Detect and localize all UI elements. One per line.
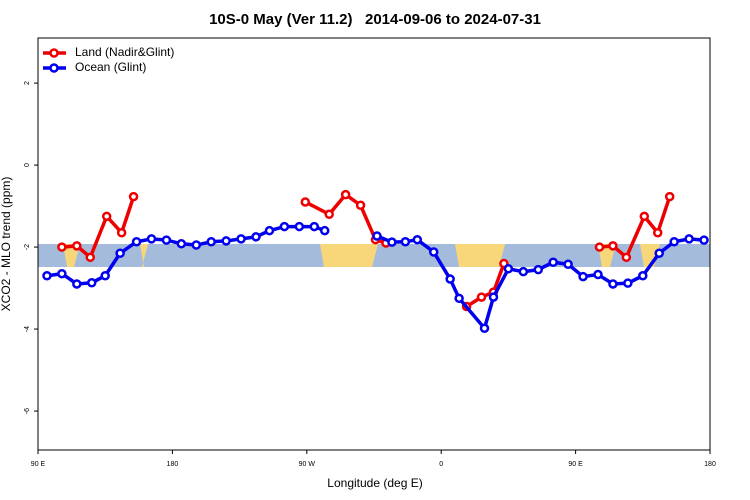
data-point — [319, 225, 330, 236]
data-point — [57, 242, 67, 252]
data-point — [548, 257, 558, 267]
data-point — [131, 236, 142, 247]
legend-label: Ocean (Glint) — [75, 60, 146, 74]
data-point — [42, 271, 52, 281]
y-axis-label: XCO2 - MLO trend (ppm) — [0, 177, 13, 312]
y-tick-label: -4 — [24, 326, 31, 332]
x-tick-label: 180 — [704, 461, 716, 468]
x-tick-label: 0 — [439, 461, 443, 468]
data-point — [57, 268, 67, 279]
data-point — [518, 266, 529, 277]
data-point — [563, 259, 573, 270]
x-tick-label: 90 W — [299, 461, 316, 468]
data-point — [309, 221, 320, 232]
legend-marker — [49, 48, 59, 58]
data-point — [387, 237, 397, 247]
data-point — [623, 278, 633, 288]
data-point — [128, 191, 139, 202]
data-point — [638, 271, 648, 281]
data-point — [652, 227, 663, 238]
data-point — [116, 227, 127, 238]
data-point — [100, 271, 110, 281]
data-point — [85, 252, 96, 263]
land-patch — [320, 244, 378, 267]
data-point — [476, 292, 487, 302]
data-point — [639, 211, 650, 222]
land-patch — [455, 244, 505, 267]
data-point — [654, 248, 664, 258]
land-patch — [140, 244, 148, 267]
data-point — [101, 211, 112, 222]
y-tick-label: -6 — [24, 408, 31, 414]
data-point — [264, 225, 275, 236]
y-tick-label: 2 — [24, 81, 31, 85]
data-point — [340, 189, 351, 200]
data-point — [355, 200, 366, 211]
data-point — [684, 234, 694, 244]
x-tick-label: 180 — [167, 461, 179, 468]
data-point — [87, 277, 97, 288]
data-point — [488, 292, 499, 302]
data-point — [533, 264, 544, 275]
y-tick-label: -2 — [24, 244, 31, 250]
data-point — [161, 235, 172, 245]
data-point — [176, 239, 187, 249]
legend-marker — [49, 63, 59, 73]
series-line — [61, 192, 672, 308]
data-point — [664, 191, 675, 202]
legend-label: Land (Nadir&Glint) — [75, 45, 174, 59]
data-point — [279, 221, 290, 232]
data-point — [412, 234, 423, 245]
x-axis-label: Longitude (deg E) — [327, 476, 422, 490]
data-point — [294, 221, 305, 232]
data-point — [72, 241, 82, 251]
data-point — [578, 271, 588, 282]
data-point — [503, 264, 514, 274]
data-point — [251, 232, 261, 242]
data-point — [454, 293, 464, 304]
plot-frame — [37, 37, 711, 451]
data-point — [206, 236, 216, 247]
data-point — [115, 248, 125, 258]
data-point — [479, 323, 490, 333]
x-tick-label: 90 E — [568, 461, 583, 468]
data-point — [428, 247, 439, 257]
data-point — [372, 231, 382, 241]
data-point — [608, 279, 618, 289]
data-point — [594, 242, 605, 252]
data-point — [191, 240, 202, 250]
data-point — [300, 197, 311, 207]
data-point — [146, 234, 157, 244]
data-point — [324, 209, 334, 220]
data-point — [400, 236, 411, 247]
data-point — [699, 235, 709, 245]
data-point — [669, 236, 679, 247]
data-point — [593, 269, 603, 280]
chart-title: 10S-0 May (Ver 11.2) 2014-09-06 to 2024-… — [209, 11, 541, 28]
data-point — [72, 279, 82, 289]
y-tick-label: 0 — [24, 163, 31, 167]
x-tick-label: 90 E — [31, 461, 46, 468]
data-point — [621, 252, 632, 263]
data-point — [608, 241, 618, 251]
data-point — [236, 234, 246, 244]
data-point — [445, 274, 455, 284]
data-point — [221, 236, 231, 246]
